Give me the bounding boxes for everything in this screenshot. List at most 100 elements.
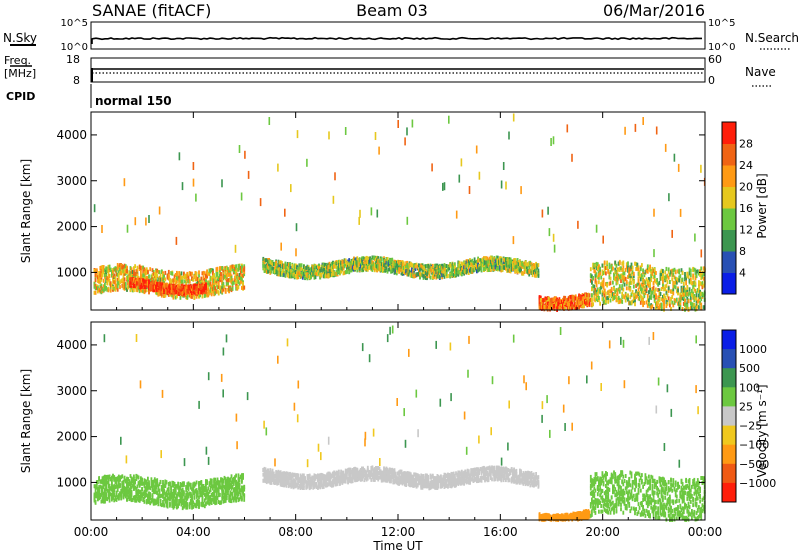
heatmap-cell: [653, 270, 656, 275]
heatmap-cell: [627, 275, 629, 280]
heatmap-cell: [205, 282, 207, 287]
heatmap-cell: [94, 484, 97, 489]
heatmap-cell: [698, 285, 700, 290]
heatmap-cell: [520, 261, 522, 266]
heatmap-cell: [102, 491, 105, 496]
heatmap-cell: [277, 263, 280, 268]
heatmap-cell: [649, 287, 651, 292]
heatmap-cell: [176, 294, 178, 299]
heatmap-cell: [296, 271, 298, 276]
heatmap-cell: [142, 281, 144, 286]
heatmap-cell: [176, 272, 178, 277]
heatmap-cell: [101, 487, 104, 492]
heatmap-cell: [194, 283, 197, 288]
heatmap-cell: [493, 264, 496, 269]
heatmap-cell: [639, 277, 642, 282]
heatmap-cell: [594, 298, 597, 303]
heatmap-cell: [628, 272, 631, 277]
heatmap-cell: [151, 268, 154, 273]
heatmap-cell: [332, 263, 334, 268]
heatmap-cell: [101, 289, 104, 294]
heatmap-cell: [123, 285, 126, 290]
heatmap-cell: [145, 267, 148, 272]
heatmap-cell: [114, 280, 117, 285]
heatmap-cell: [284, 273, 287, 278]
heatmap-cell: [148, 290, 150, 295]
heatmap-cell: [315, 265, 318, 270]
heatmap-cell: [521, 261, 524, 266]
heatmap-cell: [679, 298, 682, 303]
heatmap-cell: [689, 305, 692, 310]
heatmap-cell: [556, 297, 558, 302]
heatmap-cell: [556, 299, 558, 304]
heatmap-cell: [227, 269, 229, 274]
heatmap-cell: [680, 296, 683, 301]
heatmap-cell: [195, 286, 198, 291]
heatmap-cell: [686, 273, 689, 278]
heatmap-cell: [101, 499, 104, 504]
heatmap-cell: [277, 270, 280, 275]
heatmap-cell: [653, 208, 655, 217]
heatmap-cell: [666, 293, 669, 298]
heatmap-cell: [373, 255, 376, 260]
heatmap-cell: [368, 262, 370, 267]
heatmap-cell: [209, 269, 212, 274]
heatmap-cell: [208, 268, 211, 273]
heatmap-cell: [163, 288, 165, 293]
heatmap-cell: [335, 271, 338, 276]
heatmap-cell: [139, 280, 142, 285]
heatmap-cell: [660, 276, 663, 281]
heatmap-cell: [492, 264, 495, 269]
heatmap-cell: [584, 292, 586, 297]
heatmap-cell: [289, 274, 291, 279]
heatmap-cell: [657, 288, 660, 292]
heatmap-cell: [277, 266, 280, 271]
heatmap-cell: [675, 289, 678, 294]
heatmap-cell: [282, 273, 284, 278]
heatmap-cell: [358, 259, 361, 263]
heatmap-cell: [650, 303, 653, 308]
heatmap-cell: [483, 256, 485, 261]
heatmap-cell: [637, 267, 640, 272]
heatmap-cell: [430, 269, 433, 274]
heatmap-cell: [393, 261, 396, 266]
heatmap-cell: [306, 276, 309, 281]
heatmap-cell: [639, 284, 642, 289]
heatmap-cell: [227, 278, 229, 283]
heatmap-cell: [102, 265, 105, 270]
heatmap-cell: [494, 259, 497, 264]
heatmap-cell: [105, 487, 107, 492]
heatmap-cell: [174, 295, 177, 300]
heatmap-cell: [159, 277, 162, 282]
heatmap-cell: [701, 274, 704, 279]
heatmap-cell: [243, 267, 246, 272]
heatmap-cell: [303, 271, 305, 276]
heatmap-cell: [634, 261, 636, 266]
heatmap-cell: [474, 260, 477, 265]
heatmap-cell: [242, 268, 244, 273]
heatmap-cell: [684, 288, 686, 293]
heatmap-cell: [605, 271, 607, 276]
heatmap-cell: [184, 279, 186, 284]
heatmap-cell: [662, 277, 664, 282]
heatmap-cell: [104, 488, 106, 493]
heatmap-cell: [398, 267, 400, 272]
heatmap-cell: [320, 272, 323, 277]
heatmap-cell: [235, 286, 237, 291]
heatmap-cell: [592, 276, 594, 280]
heatmap-cell: [406, 263, 409, 268]
heatmap-cell: [568, 305, 571, 310]
heatmap-cell: [344, 262, 347, 267]
heatmap-cell: [126, 287, 128, 292]
heatmap-cell: [486, 260, 489, 265]
heatmap-cell: [685, 302, 687, 307]
heatmap-cell: [115, 272, 118, 277]
heatmap-cell: [457, 263, 460, 268]
heatmap-cell: [168, 285, 171, 290]
heatmap-cell: [599, 301, 601, 306]
heatmap-cell: [573, 306, 576, 311]
heatmap-cell: [436, 271, 439, 276]
heatmap-cell: [164, 285, 167, 290]
heatmap-cell: [212, 280, 214, 285]
heatmap-cell: [378, 266, 381, 271]
